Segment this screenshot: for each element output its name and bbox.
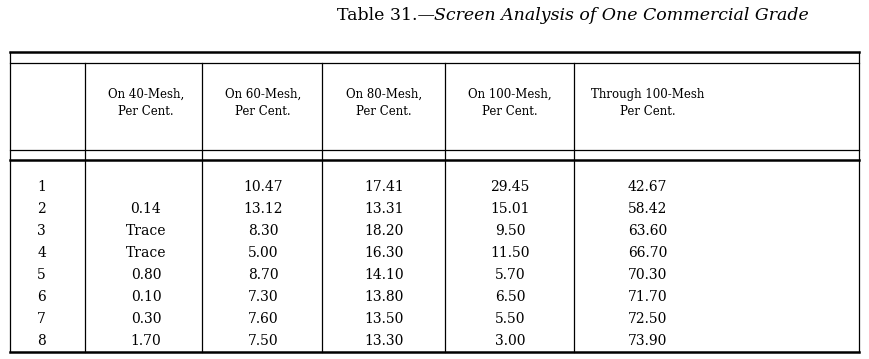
Text: On 100-Mesh,
Per Cent.: On 100-Mesh, Per Cent. <box>468 88 552 118</box>
Text: 6.50: 6.50 <box>494 290 526 304</box>
Text: On 60-Mesh,
Per Cent.: On 60-Mesh, Per Cent. <box>225 88 302 118</box>
Text: 8: 8 <box>37 334 46 348</box>
Text: 42.67: 42.67 <box>627 180 667 194</box>
Text: 29.45: 29.45 <box>490 180 530 194</box>
Text: 0.80: 0.80 <box>130 268 162 282</box>
Text: On 40-Mesh,
Per Cent.: On 40-Mesh, Per Cent. <box>108 88 184 118</box>
Text: 0.30: 0.30 <box>130 312 162 326</box>
Text: 17.41: 17.41 <box>364 180 404 194</box>
Text: 10.47: 10.47 <box>243 180 283 194</box>
Text: 15.01: 15.01 <box>490 202 530 216</box>
Text: 5.50: 5.50 <box>494 312 526 326</box>
Text: 16.30: 16.30 <box>364 246 404 260</box>
Text: 8.30: 8.30 <box>248 224 279 238</box>
Text: 11.50: 11.50 <box>490 246 530 260</box>
Text: 5.70: 5.70 <box>494 268 526 282</box>
Text: 9.50: 9.50 <box>494 224 526 238</box>
Text: 6: 6 <box>37 290 46 304</box>
Text: 7.50: 7.50 <box>248 334 279 348</box>
Text: 3: 3 <box>37 224 46 238</box>
Text: 72.50: 72.50 <box>627 312 667 326</box>
Text: 5: 5 <box>37 268 46 282</box>
Text: 13.80: 13.80 <box>364 290 404 304</box>
Text: 13.12: 13.12 <box>243 202 283 216</box>
Text: Table 31.—: Table 31.— <box>336 6 434 24</box>
Text: 13.50: 13.50 <box>364 312 404 326</box>
Text: 13.30: 13.30 <box>364 334 404 348</box>
Text: 0.14: 0.14 <box>130 202 162 216</box>
Text: 18.20: 18.20 <box>364 224 404 238</box>
Text: Trace: Trace <box>126 224 166 238</box>
Text: Screen Analysis of One Commercial Grade: Screen Analysis of One Commercial Grade <box>434 6 809 24</box>
Text: 5.00: 5.00 <box>248 246 279 260</box>
Text: 58.42: 58.42 <box>627 202 667 216</box>
Text: On 80-Mesh,
Per Cent.: On 80-Mesh, Per Cent. <box>346 88 422 118</box>
Text: 7: 7 <box>37 312 46 326</box>
Text: 7.60: 7.60 <box>248 312 279 326</box>
Text: 2: 2 <box>37 202 46 216</box>
Text: 8.70: 8.70 <box>248 268 279 282</box>
Text: 1.70: 1.70 <box>130 334 162 348</box>
Text: Trace: Trace <box>126 246 166 260</box>
Text: 1: 1 <box>37 180 46 194</box>
Text: 13.31: 13.31 <box>364 202 404 216</box>
Text: 70.30: 70.30 <box>627 268 667 282</box>
Text: Through 100-Mesh
Per Cent.: Through 100-Mesh Per Cent. <box>591 88 704 118</box>
Text: 71.70: 71.70 <box>627 290 667 304</box>
Text: 0.10: 0.10 <box>130 290 162 304</box>
Text: 63.60: 63.60 <box>627 224 667 238</box>
Text: 66.70: 66.70 <box>627 246 667 260</box>
Text: 7.30: 7.30 <box>248 290 279 304</box>
Text: 14.10: 14.10 <box>364 268 404 282</box>
Text: 4: 4 <box>37 246 46 260</box>
Text: 3.00: 3.00 <box>494 334 526 348</box>
Text: 73.90: 73.90 <box>627 334 667 348</box>
